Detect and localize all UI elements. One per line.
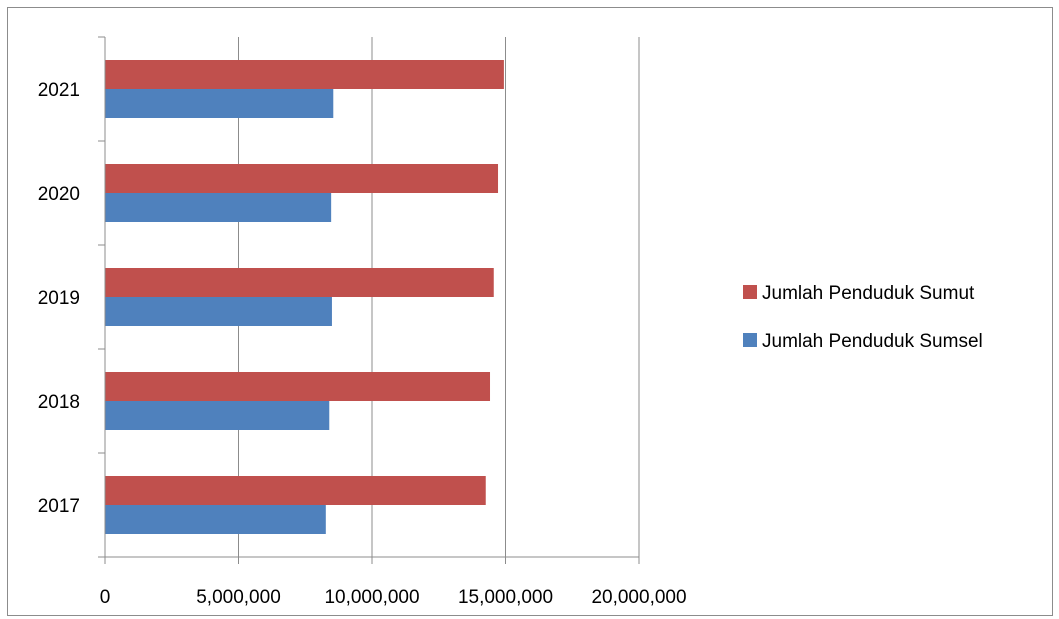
bar-sumut xyxy=(105,164,499,193)
bar-sumsel xyxy=(105,193,332,222)
y-tick-label: 2019 xyxy=(38,288,80,309)
bar-sumut xyxy=(105,372,491,401)
y-tick-label: 2020 xyxy=(38,184,80,205)
x-tick-label: 15,000,000 xyxy=(458,587,553,608)
y-tick-label: 2018 xyxy=(38,392,80,413)
bar-sumsel xyxy=(105,401,330,430)
legend-swatch xyxy=(743,285,757,299)
bar-sumsel xyxy=(105,89,334,118)
legend-swatch xyxy=(743,333,757,347)
bar-sumut xyxy=(105,60,504,89)
x-tick-label: 5,000,000 xyxy=(196,587,281,608)
bar-sumut xyxy=(105,476,486,505)
legend-label: Jumlah Penduduk Sumut xyxy=(762,283,975,304)
x-tick-label: 20,000,000 xyxy=(591,587,686,608)
x-tick-label: 10,000,000 xyxy=(324,587,419,608)
bar-sumsel xyxy=(105,297,332,326)
bar-sumut xyxy=(105,268,494,297)
x-tick-label: 0 xyxy=(100,587,111,608)
legend-label: Jumlah Penduduk Sumsel xyxy=(762,331,983,352)
y-tick-label: 2017 xyxy=(38,496,80,517)
y-tick-label: 2021 xyxy=(38,80,80,101)
bar-sumsel xyxy=(105,505,326,534)
